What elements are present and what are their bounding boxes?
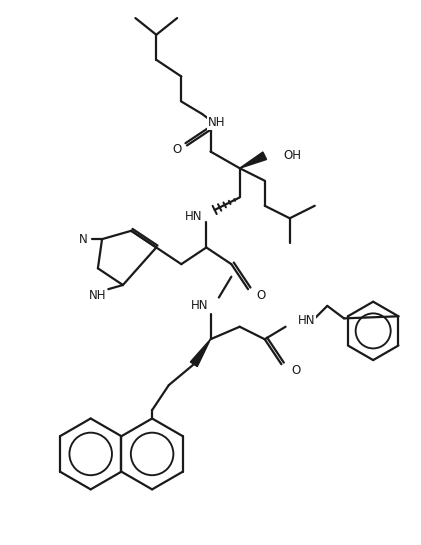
Text: NH: NH [208,116,226,129]
Polygon shape [190,339,210,367]
Text: O: O [256,289,266,302]
Text: HN: HN [185,210,202,223]
Text: OH: OH [283,149,301,162]
Polygon shape [240,152,266,168]
Text: O: O [173,143,182,156]
Text: HN: HN [298,314,316,327]
Text: O: O [292,364,301,377]
Text: N: N [79,233,88,246]
Text: HN: HN [191,299,208,312]
Text: NH: NH [89,289,106,302]
